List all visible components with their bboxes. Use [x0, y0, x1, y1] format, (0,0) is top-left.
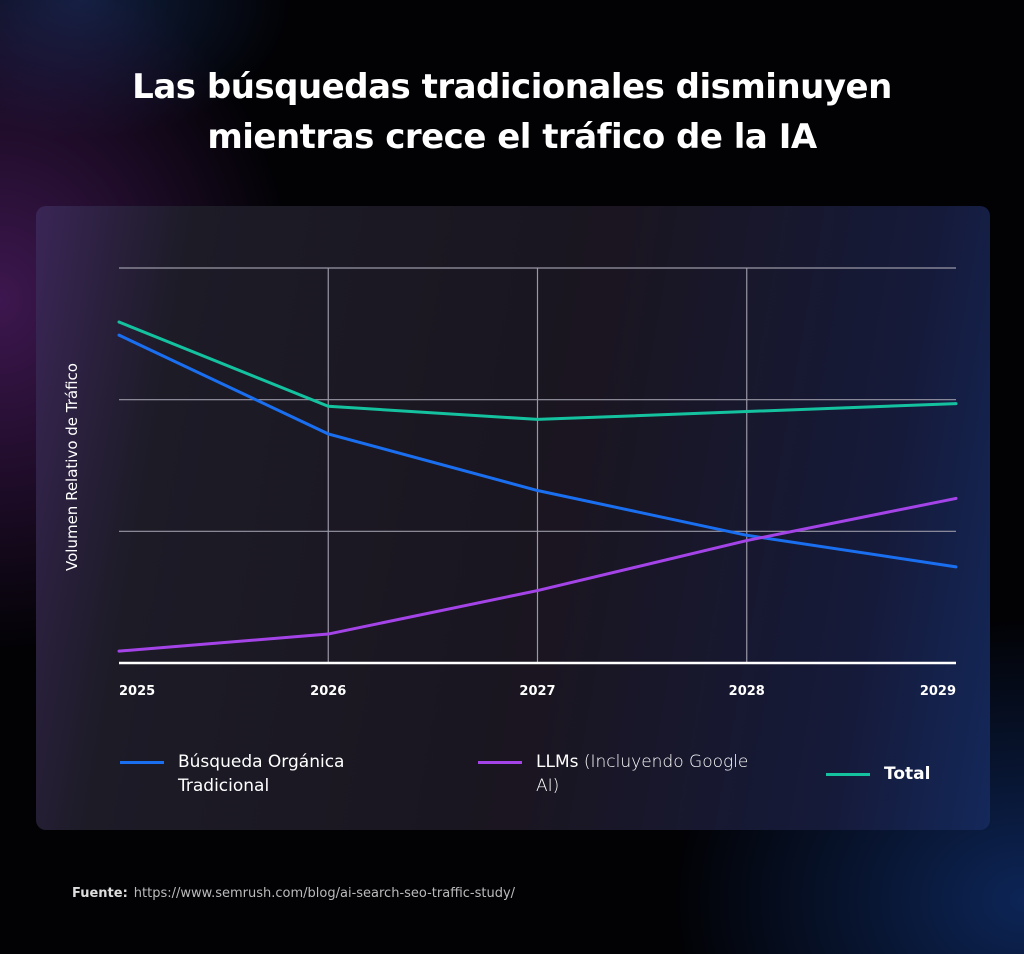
data-point — [536, 417, 539, 421]
y-axis-label: Volumen Relativo de Tráfico — [63, 363, 81, 571]
legend-label: Tradicional — [178, 776, 270, 796]
data-point — [326, 404, 330, 408]
title-line-1: Las búsquedas tradicionales disminuyen — [132, 67, 892, 107]
source-url: https://www.semrush.com/blog/ai-search-s… — [133, 886, 516, 901]
x-tick-label: 2026 — [310, 684, 346, 699]
data-point — [954, 496, 958, 500]
data-point — [117, 333, 121, 337]
data-point — [326, 632, 330, 636]
chart-title: Las búsquedas tradicionales disminuyen m… — [0, 62, 1024, 162]
data-point — [745, 533, 749, 537]
data-point — [745, 410, 749, 414]
legend-label: AI) — [536, 776, 560, 796]
data-point — [117, 320, 121, 324]
legend-label: Total — [884, 764, 931, 784]
legend-swatch — [826, 773, 870, 776]
x-tick-label: 2025 — [119, 684, 155, 699]
legend-item-total: Total — [826, 762, 930, 786]
data-point — [117, 649, 121, 653]
legend-swatch — [120, 761, 164, 764]
legend-item-organic: Búsqueda Orgánica Tradicional — [120, 750, 344, 798]
legend-swatch — [478, 761, 522, 764]
x-tick-label: 2027 — [519, 684, 555, 699]
source-label: Fuente: — [72, 886, 128, 901]
legend-label: LLMs — [536, 752, 579, 772]
data-point — [954, 402, 958, 406]
data-point — [536, 489, 539, 493]
x-tick-label: 2029 — [920, 684, 956, 699]
chart-card — [36, 206, 990, 830]
data-point — [326, 432, 330, 436]
legend-label: Búsqueda Orgánica — [178, 752, 345, 772]
legend-item-llms: LLMs (Incluyendo Google AI) — [478, 750, 748, 798]
title-line-2: mientras crece el tráfico de la IA — [207, 117, 817, 157]
data-point — [536, 589, 539, 593]
data-point — [745, 539, 749, 543]
x-tick-label: 2028 — [729, 684, 765, 699]
data-point — [954, 565, 958, 569]
legend-label: (Incluyendo Google — [578, 752, 749, 772]
source-note: Fuente: https://www.semrush.com/blog/ai-s… — [72, 886, 515, 901]
